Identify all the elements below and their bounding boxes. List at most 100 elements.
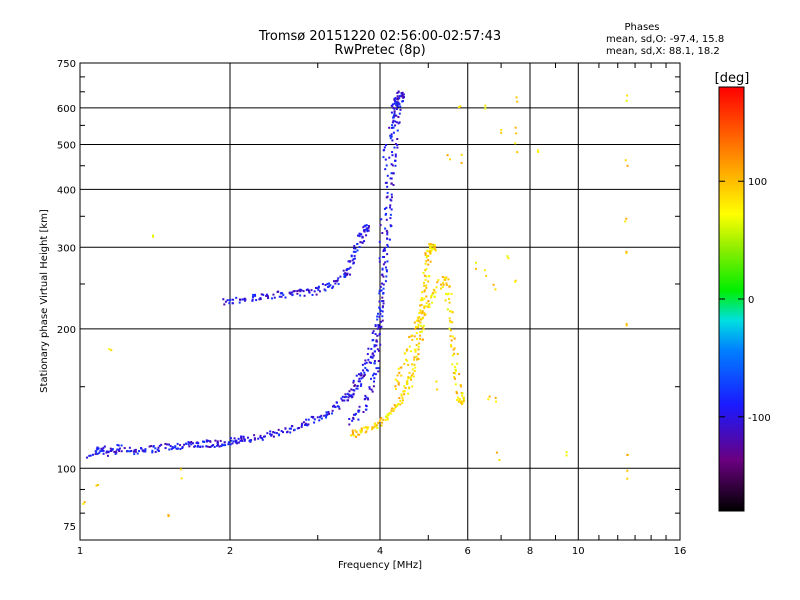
data-point <box>187 443 190 446</box>
data-point <box>303 294 306 297</box>
data-point <box>353 257 356 260</box>
data-point <box>327 410 330 413</box>
data-point <box>359 429 362 432</box>
data-point <box>373 360 376 363</box>
data-point <box>423 290 426 293</box>
data-point <box>338 407 341 410</box>
data-point <box>409 376 412 379</box>
data-point <box>415 332 418 335</box>
data-point <box>126 449 129 452</box>
data-point <box>352 258 355 261</box>
data-point <box>300 425 303 428</box>
data-point <box>454 383 457 386</box>
data-point <box>381 296 384 299</box>
data-point <box>414 325 417 328</box>
data-point <box>226 299 229 302</box>
data-point <box>296 290 299 293</box>
data-point <box>445 283 448 286</box>
data-point <box>111 448 114 451</box>
data-point <box>362 410 365 413</box>
data-point <box>386 243 389 246</box>
data-point <box>359 241 362 244</box>
data-point <box>423 306 426 309</box>
data-point <box>239 439 242 442</box>
data-point <box>291 291 294 294</box>
data-point <box>307 289 310 292</box>
data-point <box>367 229 370 232</box>
data-point <box>419 337 422 340</box>
data-point <box>411 334 414 337</box>
data-point <box>440 283 443 286</box>
data-point <box>386 237 389 240</box>
data-point <box>152 234 155 237</box>
data-point <box>451 321 454 324</box>
data-point <box>460 161 463 164</box>
data-point <box>282 293 285 296</box>
data-point <box>167 515 170 518</box>
data-point <box>378 289 381 292</box>
data-point <box>565 454 568 457</box>
data-point <box>370 347 373 350</box>
data-point <box>392 119 395 122</box>
data-point <box>454 369 457 372</box>
data-point <box>418 311 421 314</box>
data-point <box>354 412 357 415</box>
data-point <box>411 338 414 341</box>
data-point <box>391 154 394 157</box>
data-point <box>401 95 404 98</box>
data-point <box>514 142 517 145</box>
data-point <box>357 409 360 412</box>
data-point <box>382 263 385 266</box>
data-point <box>393 146 396 149</box>
data-point <box>273 296 276 299</box>
data-point <box>418 316 421 319</box>
data-point <box>625 99 628 102</box>
data-point <box>235 296 238 299</box>
data-point <box>343 273 346 276</box>
data-point <box>424 278 427 281</box>
data-point <box>457 400 460 403</box>
data-point <box>393 107 396 110</box>
data-point <box>261 437 264 440</box>
data-point <box>326 282 329 285</box>
data-point <box>237 441 240 444</box>
data-point <box>343 396 346 399</box>
data-point <box>185 442 188 445</box>
data-point <box>400 393 403 396</box>
data-point <box>404 387 407 390</box>
data-point <box>364 404 367 407</box>
data-point <box>500 128 503 131</box>
data-point <box>351 419 354 422</box>
data-point <box>277 428 280 431</box>
data-point <box>363 224 366 227</box>
data-point <box>212 444 215 447</box>
y-tick-label: 300 <box>57 243 76 254</box>
data-point <box>419 309 422 312</box>
data-point <box>272 435 275 438</box>
data-point <box>360 233 363 236</box>
data-point <box>450 310 453 313</box>
data-point <box>150 445 153 448</box>
data-point <box>298 426 301 429</box>
data-point <box>82 502 85 505</box>
data-point <box>372 385 375 388</box>
data-point <box>448 285 451 288</box>
data-point <box>350 394 353 397</box>
data-point <box>443 276 446 279</box>
data-point <box>494 288 497 291</box>
data-point <box>383 146 386 149</box>
data-point <box>407 376 410 379</box>
data-point <box>106 451 109 454</box>
data-point <box>427 300 430 303</box>
data-point <box>487 398 490 401</box>
data-point <box>361 241 364 244</box>
data-point <box>382 149 385 152</box>
data-point <box>349 266 352 269</box>
data-point <box>305 418 308 421</box>
data-point <box>457 106 460 109</box>
data-point <box>401 401 404 404</box>
data-point <box>319 416 322 419</box>
data-point <box>373 344 376 347</box>
data-point <box>378 260 381 263</box>
